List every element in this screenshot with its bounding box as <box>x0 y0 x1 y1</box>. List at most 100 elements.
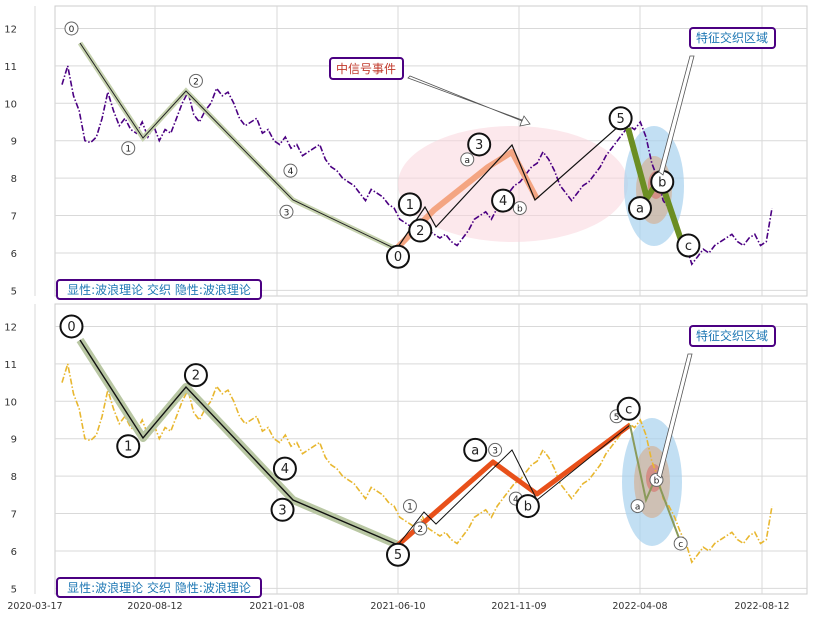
svg-text:0: 0 <box>69 25 75 35</box>
major-wave-label: 1 <box>397 192 422 217</box>
minor-wave-label: 2 <box>188 73 203 88</box>
minor-wave-label: 3 <box>279 204 294 219</box>
major-wave-label: 3 <box>270 497 295 522</box>
svg-text:2: 2 <box>192 369 200 384</box>
svg-text:b: b <box>654 476 660 486</box>
svg-text:1: 1 <box>124 440 132 455</box>
minor-wave-label: a <box>630 499 645 514</box>
svg-text:b: b <box>517 205 523 215</box>
minor-wave-label: 1 <box>402 499 417 514</box>
major-wave-label: 3 <box>467 132 492 157</box>
svg-text:4: 4 <box>513 495 519 505</box>
svg-text:3: 3 <box>475 138 483 153</box>
minor-wave-label: 3 <box>488 442 503 457</box>
top-signal-ellipse <box>398 126 628 242</box>
x-tick-label: 2021-06-10 <box>370 601 425 612</box>
x-tick-label: 2021-01-08 <box>249 601 304 612</box>
major-wave-label: 0 <box>386 244 410 269</box>
svg-text:c: c <box>625 402 632 417</box>
svg-text:a: a <box>464 156 470 166</box>
bottom-orange-wave <box>396 422 632 547</box>
svg-text:c: c <box>685 239 692 254</box>
signal-event-label: 中信号事件 <box>336 61 396 76</box>
svg-text:0: 0 <box>394 250 402 265</box>
svg-text:1: 1 <box>125 145 131 155</box>
y-tick-label: 8 <box>11 174 17 185</box>
x-axis-ticks: 2020-03-17 2020-08-12 2021-01-08 2021-06-10… <box>7 601 789 612</box>
minor-wave-label: 2 <box>413 521 428 536</box>
svg-text:5: 5 <box>616 112 624 127</box>
svg-text:5: 5 <box>614 413 620 423</box>
svg-text:3: 3 <box>278 503 286 518</box>
y-tick-label: 5 <box>11 584 17 595</box>
svg-text:c: c <box>678 540 683 550</box>
svg-text:0: 0 <box>67 320 75 335</box>
major-wave-label: a <box>463 437 488 462</box>
bottom-wave-labels: 1 2 3 4 5 a b c 0 1 2 3 4 5 a b c <box>59 314 688 567</box>
y-tick-label: 10 <box>4 99 17 110</box>
y-tick-label: 12 <box>4 322 17 333</box>
top-minor-wave <box>79 42 399 251</box>
y-tick-label: 6 <box>11 249 17 260</box>
signal-arrow <box>407 75 531 127</box>
y-tick-label: 8 <box>11 472 17 483</box>
svg-text:4: 4 <box>281 462 289 477</box>
major-wave-label: c <box>616 396 641 421</box>
bottom-feature-annotation: 特征交织区域 <box>656 325 776 479</box>
y-tick-label: 12 <box>4 24 17 35</box>
y-tick-label: 11 <box>4 62 17 73</box>
y-tick-label: 11 <box>4 360 17 371</box>
x-tick-label: 2020-08-12 <box>127 601 182 612</box>
price-line <box>61 363 773 564</box>
svg-text:2: 2 <box>416 224 424 239</box>
major-wave-label: 4 <box>272 456 297 481</box>
bottom-major-wave <box>79 339 399 546</box>
major-wave-label: 4 <box>491 188 516 213</box>
y-tick-label: 9 <box>11 435 17 446</box>
feature-region-label-bottom: 特征交织区域 <box>696 328 768 343</box>
top-footer-label: 显性:波浪理论 交织 隐性:波浪理论 <box>67 282 251 297</box>
svg-text:a: a <box>635 503 641 513</box>
minor-wave-label: 4 <box>283 163 298 178</box>
top-price-series <box>61 65 773 266</box>
major-wave-label: 2 <box>183 363 208 388</box>
svg-text:1: 1 <box>406 198 414 213</box>
y-tick-label: 7 <box>11 212 17 223</box>
svg-text:3: 3 <box>284 208 290 218</box>
x-tick-label: 2022-04-08 <box>612 601 667 612</box>
feature-arrow-bottom <box>656 353 693 479</box>
top-footer-annotation: 显性:波浪理论 交织 隐性:波浪理论 <box>56 279 262 300</box>
bottom-feature-wave <box>629 424 680 539</box>
major-wave-label: 1 <box>116 434 141 459</box>
svg-text:b: b <box>524 500 532 515</box>
x-tick-label: 2021-11-09 <box>491 601 546 612</box>
top-major-wave <box>397 117 629 248</box>
major-wave-label: a <box>628 196 652 221</box>
svg-text:4: 4 <box>499 194 507 209</box>
price-line <box>61 65 773 266</box>
minor-wave-label: b <box>512 201 527 216</box>
svg-text:3: 3 <box>492 446 498 456</box>
bottom-price-series <box>61 363 773 564</box>
minor-wave-label: a <box>460 152 475 167</box>
svg-text:a: a <box>471 443 479 458</box>
y-tick-label: 10 <box>4 397 17 408</box>
svg-text:4: 4 <box>288 167 294 177</box>
major-wave-label: b <box>515 494 540 519</box>
bottom-footer-label: 显性:波浪理论 交织 隐性:波浪理论 <box>67 580 251 595</box>
svg-text:2: 2 <box>417 525 423 535</box>
x-tick-label: 2022-08-12 <box>734 601 789 612</box>
feature-arrow-top <box>658 55 695 176</box>
bottom-minor-wave <box>397 424 631 546</box>
major-wave-label: b <box>650 169 675 194</box>
minor-wave-label: 0 <box>64 21 79 36</box>
major-wave-label: c <box>676 233 701 258</box>
minor-wave-label: c <box>673 536 688 551</box>
svg-text:a: a <box>636 202 644 217</box>
y-tick-label: 7 <box>11 510 17 521</box>
y-tick-label: 9 <box>11 137 17 148</box>
major-wave-label: 0 <box>59 314 84 339</box>
svg-text:2: 2 <box>193 77 199 87</box>
